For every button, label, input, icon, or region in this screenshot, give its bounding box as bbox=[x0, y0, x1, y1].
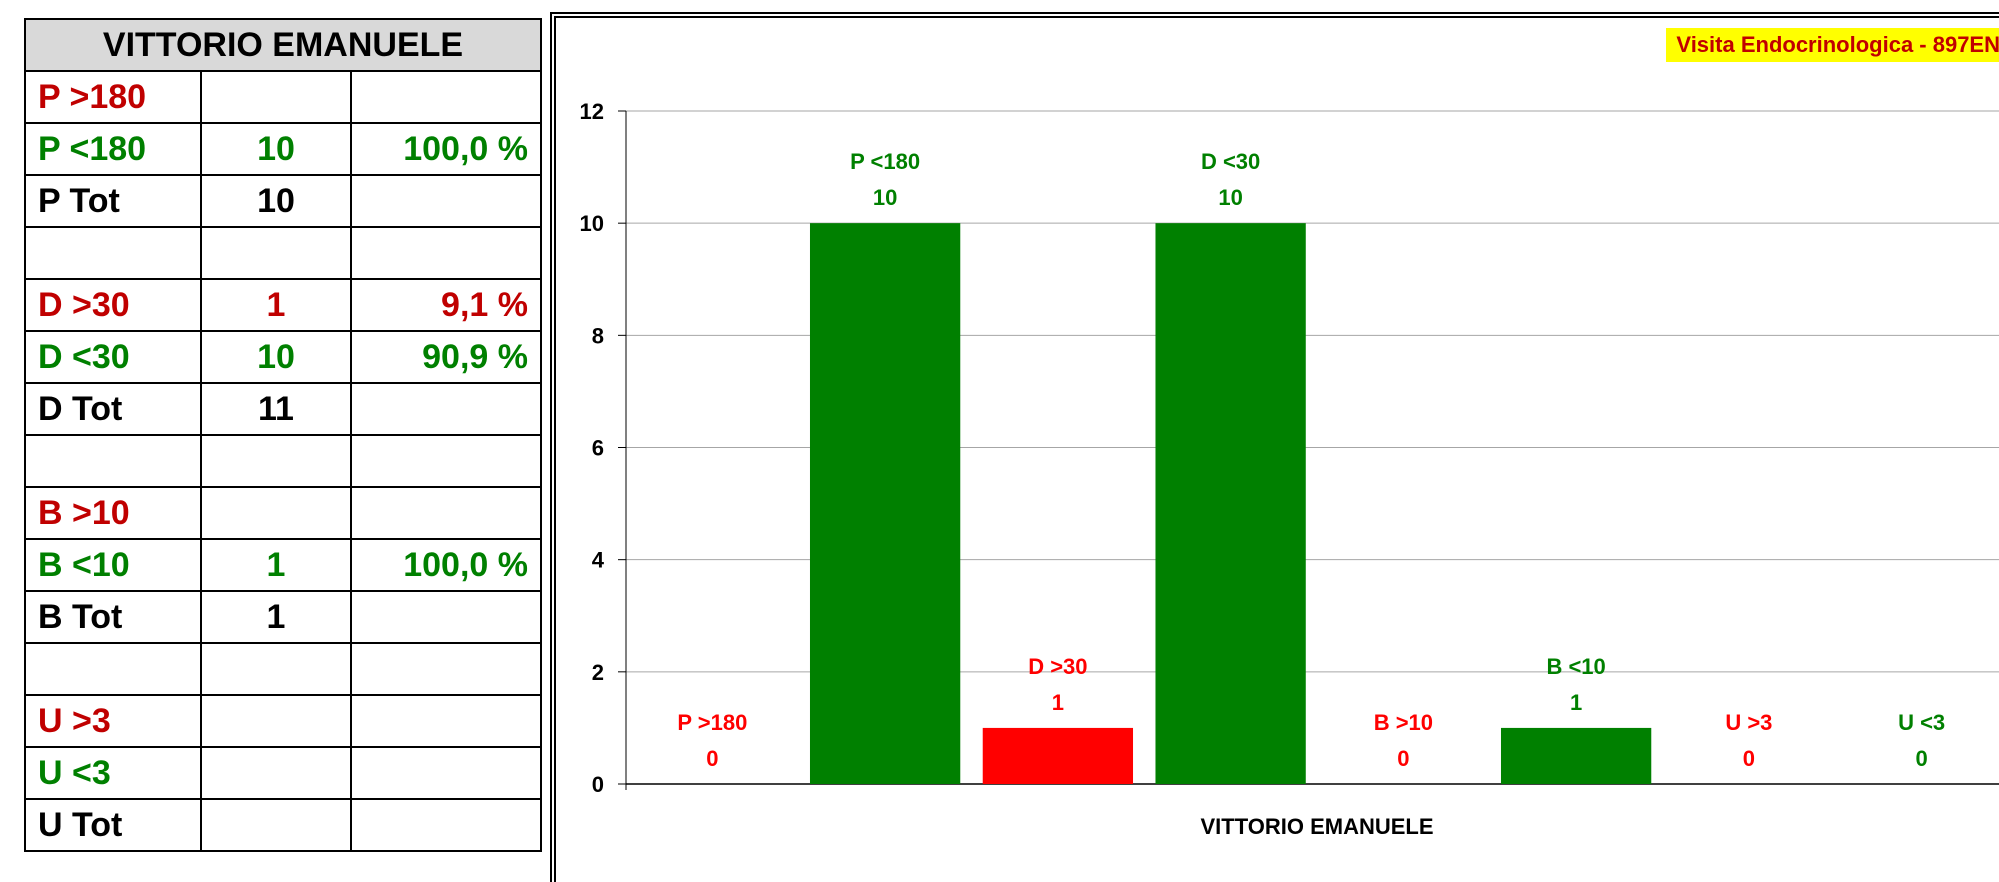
row-label bbox=[24, 642, 202, 696]
y-tick-label: 10 bbox=[580, 211, 604, 236]
row-percent bbox=[350, 694, 542, 748]
table-row: U <3 bbox=[24, 746, 542, 800]
bar-value-label: 10 bbox=[873, 185, 897, 210]
row-label: U >3 bbox=[24, 694, 202, 748]
row-label: U Tot bbox=[24, 798, 202, 852]
table-title-row: VITTORIO EMANUELE bbox=[24, 18, 542, 72]
bar-value-label: 0 bbox=[706, 746, 718, 771]
row-percent bbox=[350, 590, 542, 644]
bar bbox=[1155, 223, 1306, 784]
table-row bbox=[24, 642, 542, 696]
summary-table: VITTORIO EMANUELE P >180 P <180 10 100,0 % P… bbox=[24, 18, 542, 852]
row-count: 10 bbox=[200, 122, 352, 176]
table-row: B <10 1 100,0 % bbox=[24, 538, 542, 592]
row-percent bbox=[350, 434, 542, 488]
table-row: B >10 bbox=[24, 486, 542, 540]
table-row: D <30 10 90,9 % bbox=[24, 330, 542, 384]
chart-title: Visita Endocrinologica - 897EN bbox=[1666, 28, 1999, 62]
row-count: 10 bbox=[200, 174, 352, 228]
row-count: 1 bbox=[200, 538, 352, 592]
bar bbox=[809, 223, 961, 784]
row-percent bbox=[350, 486, 542, 540]
bar-category-label: D <30 bbox=[1201, 149, 1260, 174]
row-label: P >180 bbox=[24, 70, 202, 124]
row-count: 11 bbox=[200, 382, 352, 436]
row-label: P Tot bbox=[24, 174, 202, 228]
row-count: 10 bbox=[200, 330, 352, 384]
bar-value-label: 0 bbox=[1916, 746, 1928, 771]
y-axis-ticks: 0 2 4 6 8 10 12 bbox=[580, 99, 626, 797]
table-row: D >30 1 9,1 % bbox=[24, 278, 542, 332]
y-tick-label: 8 bbox=[592, 323, 604, 348]
row-count bbox=[200, 70, 352, 124]
table-row bbox=[24, 434, 542, 488]
row-percent bbox=[350, 226, 542, 280]
row-label: U <3 bbox=[24, 746, 202, 800]
row-percent bbox=[350, 798, 542, 852]
row-count bbox=[200, 798, 352, 852]
row-count bbox=[200, 434, 352, 488]
row-count bbox=[200, 746, 352, 800]
table-row: P Tot 10 bbox=[24, 174, 542, 228]
row-percent bbox=[350, 382, 542, 436]
row-count bbox=[200, 486, 352, 540]
row-percent: 100,0 % bbox=[350, 122, 542, 176]
row-label: D <30 bbox=[24, 330, 202, 384]
bar-category-label: D >30 bbox=[1028, 654, 1087, 679]
bar-value-label: 10 bbox=[1218, 185, 1242, 210]
row-label: P <180 bbox=[24, 122, 202, 176]
bar-category-label: U <3 bbox=[1898, 710, 1945, 735]
table-row: P <180 10 100,0 % bbox=[24, 122, 542, 176]
y-tick-label: 2 bbox=[592, 660, 604, 685]
bars bbox=[809, 223, 1652, 784]
bar bbox=[982, 727, 1134, 784]
row-count: 1 bbox=[200, 278, 352, 332]
bar bbox=[1500, 727, 1652, 784]
bar-value-label: 1 bbox=[1570, 690, 1582, 715]
row-label: B >10 bbox=[24, 486, 202, 540]
bar-value-label: 0 bbox=[1743, 746, 1755, 771]
bar-category-label: P >180 bbox=[677, 710, 747, 735]
table-row: D Tot 11 bbox=[24, 382, 542, 436]
row-percent: 100,0 % bbox=[350, 538, 542, 592]
y-tick-label: 4 bbox=[592, 548, 605, 573]
bar-category-label: P <180 bbox=[850, 149, 920, 174]
x-axis-label: VITTORIO EMANUELE bbox=[1200, 814, 1433, 839]
row-label bbox=[24, 226, 202, 280]
row-count bbox=[200, 642, 352, 696]
bar-category-label: B <10 bbox=[1546, 654, 1605, 679]
row-percent bbox=[350, 70, 542, 124]
row-label: D >30 bbox=[24, 278, 202, 332]
y-tick-label: 12 bbox=[580, 99, 604, 124]
row-label: D Tot bbox=[24, 382, 202, 436]
row-count bbox=[200, 694, 352, 748]
table-row: P >180 bbox=[24, 70, 542, 124]
row-label: B Tot bbox=[24, 590, 202, 644]
row-percent: 9,1 % bbox=[350, 278, 542, 332]
row-percent bbox=[350, 746, 542, 800]
table-row: B Tot 1 bbox=[24, 590, 542, 644]
row-count bbox=[200, 226, 352, 280]
table-row bbox=[24, 226, 542, 280]
row-percent bbox=[350, 174, 542, 228]
y-tick-label: 6 bbox=[592, 436, 604, 461]
bar-category-label: U >3 bbox=[1725, 710, 1772, 735]
table-row: U >3 bbox=[24, 694, 542, 748]
table-title: VITTORIO EMANUELE bbox=[24, 18, 542, 72]
y-tick-label: 0 bbox=[592, 772, 604, 797]
row-label bbox=[24, 434, 202, 488]
row-count: 1 bbox=[200, 590, 352, 644]
bar-labels: 0 P >180 10 P <180 1 D >30 10 D <30 0 B >10 1 B <10… bbox=[677, 149, 1945, 771]
table-row: U Tot bbox=[24, 798, 542, 852]
row-label: B <10 bbox=[24, 538, 202, 592]
bar-category-label: B >10 bbox=[1374, 710, 1433, 735]
bar-value-label: 0 bbox=[1397, 746, 1409, 771]
row-percent: 90,9 % bbox=[350, 330, 542, 384]
row-percent bbox=[350, 642, 542, 696]
bar-value-label: 1 bbox=[1052, 690, 1064, 715]
